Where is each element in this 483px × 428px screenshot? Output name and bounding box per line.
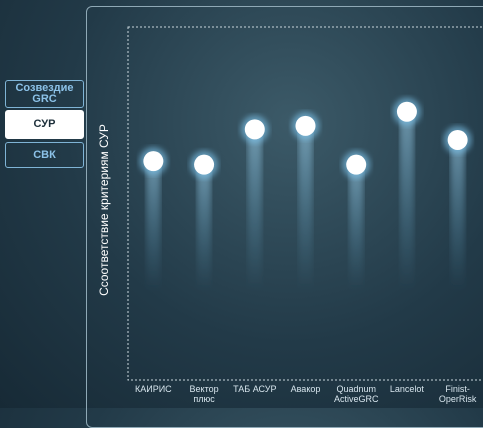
tab[interactable]: Созвездие GRC — [5, 80, 84, 108]
dot — [295, 115, 316, 136]
trail — [197, 164, 212, 290]
dot — [143, 151, 164, 172]
tab[interactable]: СВК — [5, 142, 84, 168]
x-tick-label: Вектор плюс — [189, 384, 219, 404]
x-tick-label: КАИРИС — [135, 384, 172, 394]
trail — [146, 161, 161, 290]
dot — [396, 101, 417, 122]
x-tick-label: Авакор — [290, 384, 321, 394]
x-tick-label: ТАБ АСУР — [233, 384, 277, 394]
dot — [194, 154, 215, 175]
x-tick-label: Lancelot — [389, 384, 424, 394]
trail — [399, 111, 414, 290]
trail — [349, 164, 364, 290]
trail — [247, 129, 262, 290]
x-tick-label: Finist-OperRisk — [438, 384, 477, 404]
dot — [447, 129, 468, 150]
trail — [298, 125, 313, 290]
tab-active[interactable]: СУР — [5, 110, 84, 139]
chart — [127, 26, 483, 381]
dot — [244, 119, 265, 140]
x-tick-label: Quadnum ActiveGRC — [333, 384, 379, 404]
dot — [346, 154, 367, 175]
plot-area — [127, 26, 483, 381]
trail — [450, 139, 465, 290]
